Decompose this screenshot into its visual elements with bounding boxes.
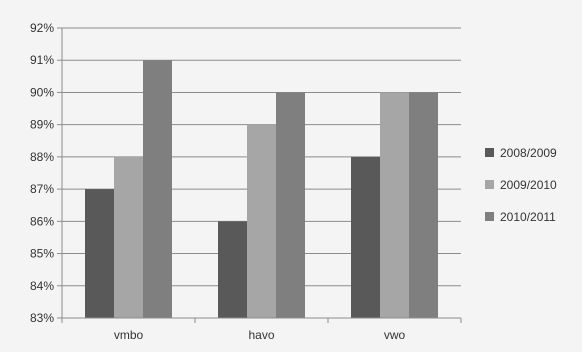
x-axis-ticks: vmbo havo vwo [61, 318, 462, 342]
legend-swatch [485, 180, 494, 189]
legend-label: 2010/2011 [500, 210, 556, 224]
bar-havo-2009-2010 [247, 124, 276, 319]
bar-havo-2010-2011 [276, 92, 305, 318]
y-tick-label: 91% [30, 53, 54, 67]
y-tick-label: 85% [30, 247, 54, 261]
x-tick-label: vmbo [114, 328, 144, 342]
legend: 2008/2009 2009/2010 2010/2011 [485, 146, 557, 224]
bar-vwo-2010-2011 [409, 92, 438, 318]
bar-vmbo-2008-2009 [85, 189, 114, 318]
legend-swatch [485, 148, 494, 157]
bar-vwo-2008-2009 [351, 156, 380, 318]
x-tick-label: vwo [384, 328, 406, 342]
bar-vmbo-2010-2011 [143, 60, 172, 318]
bars [85, 60, 438, 319]
legend-label: 2009/2010 [500, 178, 557, 192]
y-tick-label: 89% [30, 118, 54, 132]
y-tick-label: 87% [30, 182, 54, 196]
bar-vwo-2009-2010 [380, 92, 409, 318]
y-tick-label: 84% [30, 279, 54, 293]
y-tick-label: 83% [30, 311, 54, 325]
legend-swatch [485, 212, 494, 221]
bar-vmbo-2009-2010 [114, 156, 143, 318]
x-tick-label: havo [248, 328, 274, 342]
bar-havo-2008-2009 [218, 221, 247, 318]
y-tick-label: 88% [30, 150, 54, 164]
axes [61, 28, 461, 319]
y-tick-label: 86% [30, 214, 54, 228]
y-tick-label: 90% [30, 85, 54, 99]
legend-label: 2008/2009 [500, 146, 557, 160]
y-tick-label: 92% [30, 21, 54, 35]
y-axis-ticks: 83% 84% 85% 86% 87% 88% 89% 90% 91% 92% [30, 21, 62, 325]
